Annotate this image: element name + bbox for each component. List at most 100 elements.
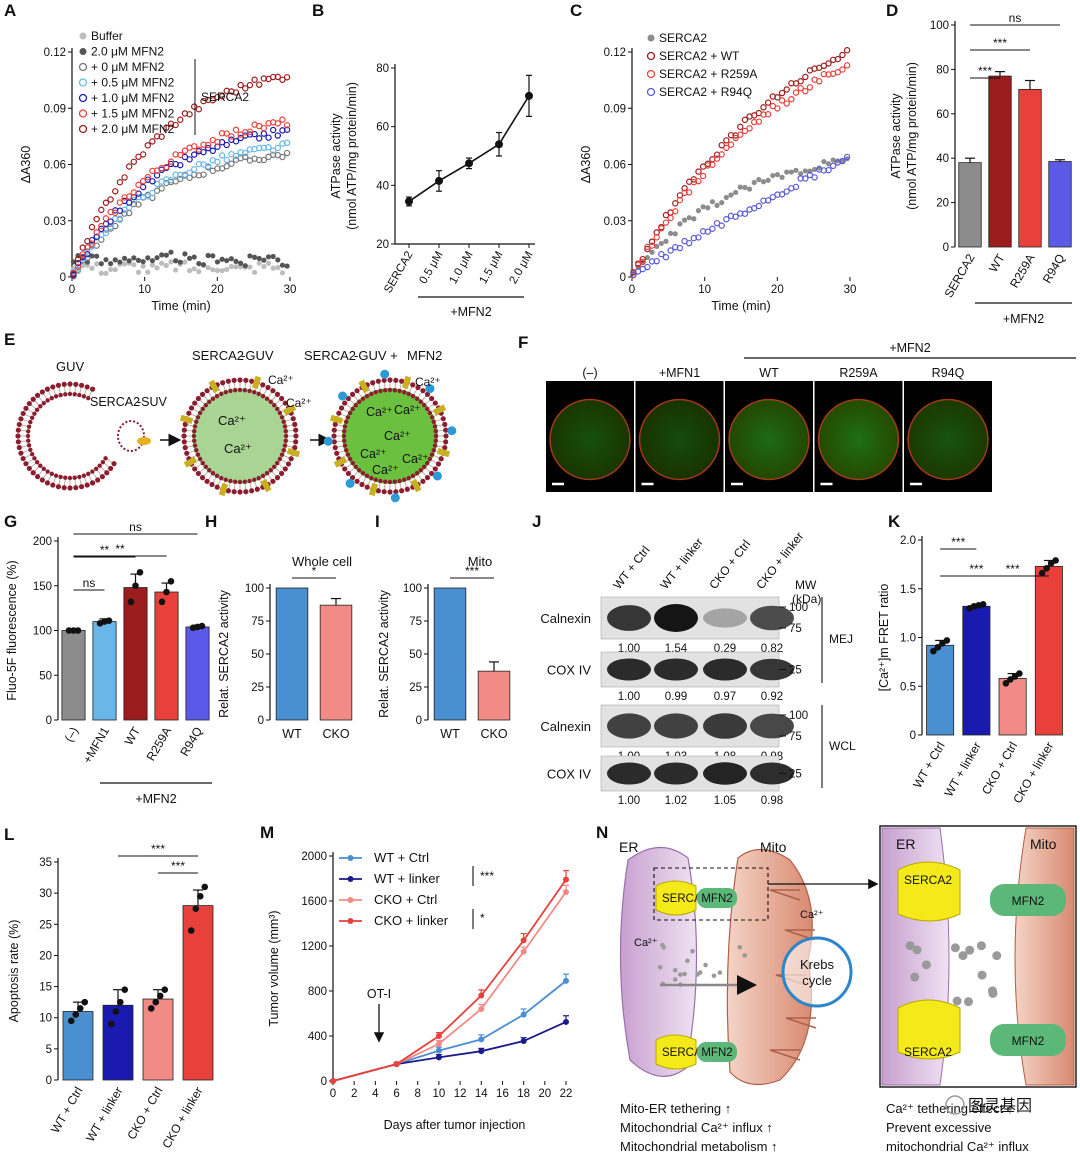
lipid-head <box>443 439 449 445</box>
data-point <box>478 1048 485 1055</box>
calcium-ion <box>950 943 960 953</box>
panel-letter: K <box>888 512 901 531</box>
data-point <box>140 259 146 265</box>
lane-label: WT + Ctrl <box>610 543 652 592</box>
data-point <box>825 161 832 167</box>
y-tick-label: 2.0 <box>900 535 916 547</box>
x-tick-label: CKO <box>322 727 349 741</box>
y-tick-label: 200 <box>33 536 52 548</box>
data-point <box>177 175 184 183</box>
legend-marker <box>78 109 88 118</box>
lipid-head <box>404 486 410 492</box>
lipid-head <box>254 486 260 492</box>
lipid-head <box>28 419 33 425</box>
lipid-head <box>349 475 356 481</box>
x-tick-label: 12 <box>454 1088 467 1100</box>
data-point <box>260 124 268 132</box>
y-tick-label: 0.5 <box>900 681 916 693</box>
data-point <box>70 270 77 278</box>
mfn2-label: MFN2 <box>701 1047 732 1059</box>
calcium-ion <box>717 970 723 975</box>
mw-header: (kDa) <box>792 592 821 606</box>
data-point <box>187 927 195 934</box>
lipid-head <box>15 427 21 433</box>
data-point <box>662 254 670 261</box>
lipid-head <box>192 466 198 472</box>
lipid-head <box>32 411 37 416</box>
watermark-icon <box>945 1095 965 1115</box>
panel-letter: M <box>260 823 274 842</box>
data-point <box>284 263 290 269</box>
mfn2-protein <box>390 493 400 503</box>
lipid-head <box>204 388 210 394</box>
data-point <box>84 237 91 245</box>
lipid-head <box>279 395 285 402</box>
y-tick-label: 150 <box>33 581 52 593</box>
y-tick-label: 25 <box>251 682 264 694</box>
y-axis-label: Relat. SERCA2 activity <box>377 589 391 718</box>
data-point <box>764 99 772 106</box>
lipid-head <box>81 473 87 478</box>
data-point <box>1016 670 1023 677</box>
x-tick-label: 2 <box>351 1088 357 1100</box>
data-point <box>639 255 646 263</box>
lipid-head <box>252 477 257 482</box>
data-point <box>788 95 795 103</box>
x-tick-label: 22 <box>560 1088 573 1100</box>
serca2-pump <box>897 861 961 922</box>
lipid-head <box>282 400 288 406</box>
data-point <box>139 177 147 185</box>
data-point <box>825 60 832 67</box>
legend-marker <box>78 124 88 134</box>
x-tick-label: R259A <box>1007 252 1037 291</box>
serca2-protein <box>137 437 151 445</box>
lipid-head <box>15 439 21 445</box>
data-point <box>181 147 189 154</box>
lipid-head <box>406 391 411 397</box>
data-point <box>251 76 258 83</box>
lipid-head <box>237 377 243 383</box>
data-point <box>98 206 105 214</box>
legend-label: CKO + Ctrl <box>374 892 437 907</box>
data-point <box>784 169 790 175</box>
data-point <box>200 171 207 178</box>
lipid-head <box>247 478 252 484</box>
lipid-head <box>192 400 198 406</box>
guv-label: GUV <box>56 359 85 374</box>
data-point <box>769 193 776 201</box>
data-point <box>274 144 282 152</box>
lipid-head <box>354 478 360 484</box>
lipid-head <box>204 478 210 484</box>
serca2-pump <box>183 456 198 468</box>
lipid-head <box>81 394 87 399</box>
vesicle-image <box>907 398 989 481</box>
data-point <box>117 259 123 265</box>
data-point <box>746 186 753 192</box>
serca2-label: SERCA2 <box>904 873 952 887</box>
lipid-head <box>44 480 51 486</box>
lipid-head <box>345 415 351 420</box>
data-point <box>79 251 86 258</box>
crista <box>785 1017 817 1029</box>
lipid-head <box>41 400 47 406</box>
data-point <box>251 269 258 275</box>
band-value: 1.02 <box>665 795 687 807</box>
data-point <box>830 157 836 163</box>
lipid-head <box>186 410 192 416</box>
data-point <box>844 156 850 162</box>
data-point <box>279 262 286 268</box>
y-tick-label: 0.06 <box>44 160 66 172</box>
krebs-cycle <box>781 936 853 1008</box>
data-point <box>76 1005 84 1012</box>
lipid-head <box>353 464 359 469</box>
calcium-ion <box>677 972 683 977</box>
group-label: +MFN2 <box>889 341 930 355</box>
data-point <box>210 253 216 259</box>
lipid-head <box>49 471 54 477</box>
ca-label: Ca²⁺ <box>800 909 824 921</box>
series <box>630 62 851 279</box>
data-point <box>140 263 146 269</box>
calcium-ion <box>672 977 678 982</box>
bar <box>988 75 1012 248</box>
lipid-head <box>265 384 271 391</box>
